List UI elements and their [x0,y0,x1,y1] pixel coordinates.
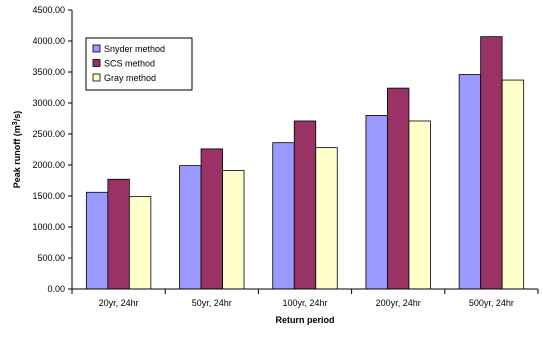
bar-scs-method-0 [107,178,130,290]
bar-snyder-method-1 [179,165,202,290]
y-tick-label: 4500.00 [32,5,65,15]
bar-gray-method-2 [315,147,338,290]
legend-swatch [92,73,101,82]
y-axis-title-tail: /s) [12,111,22,122]
bar-gray-method-3 [408,120,431,290]
x-axis-title: Return period [275,315,334,325]
legend-label: Gray method [104,73,156,83]
y-axis-title-main: Peak runoff (m [12,125,22,188]
x-tick-label: 500yr, 24hr [469,298,514,308]
bars [85,36,525,290]
y-tick-label: 3000.00 [32,98,65,108]
y-tick-label: 4000.00 [32,36,65,46]
legend-label: SCS method [104,59,155,69]
x-axis-ticks: 20yr, 24hr 50yr, 24hr 100yr, 24hr 200yr, 24… [71,289,539,308]
y-tick-label: 1000.00 [32,222,65,232]
y-tick-label: 500.00 [37,253,65,263]
y-tick-label: 1500.00 [32,191,65,201]
y-tick-label: 3500.00 [32,67,65,77]
bar-scs-method-3 [387,87,410,290]
y-axis-ticks: 0.00 500.00 1000.00 1500.00 2000.00 2500.00 30… [32,5,72,294]
bar-snyder-method-4 [458,74,482,290]
y-axis-title: Peak runoff (m3/s) [12,111,22,188]
legend: Snyder method SCS method Gray method [85,37,193,91]
axes [71,10,538,290]
legend-swatch [92,59,101,67]
y-tick-label: 2500.00 [32,129,65,139]
legend-label: Snyder method [104,44,165,54]
legend-box [85,37,193,91]
x-tick-label: 50yr, 24hr [192,298,232,308]
bar-gray-method-1 [222,170,245,290]
bar-scs-method-4 [480,36,503,290]
y-tick-label: 0.00 [47,284,65,294]
bar-gray-method-4 [501,79,525,290]
x-tick-label: 100yr, 24hr [282,298,327,308]
bar-snyder-method-2 [272,142,295,290]
x-tick-label: 200yr, 24hr [376,298,421,308]
bar-snyder-method-0 [85,191,109,290]
bar-gray-method-0 [128,196,152,290]
y-tick-label: 2000.00 [32,160,65,170]
bar-snyder-method-3 [365,115,388,290]
bar-scs-method-2 [293,120,317,290]
legend-swatch [92,44,101,53]
bar-scs-method-1 [200,148,223,290]
y-axis-title-sup: 3 [12,121,19,125]
x-tick-label: 20yr, 24hr [99,298,139,308]
